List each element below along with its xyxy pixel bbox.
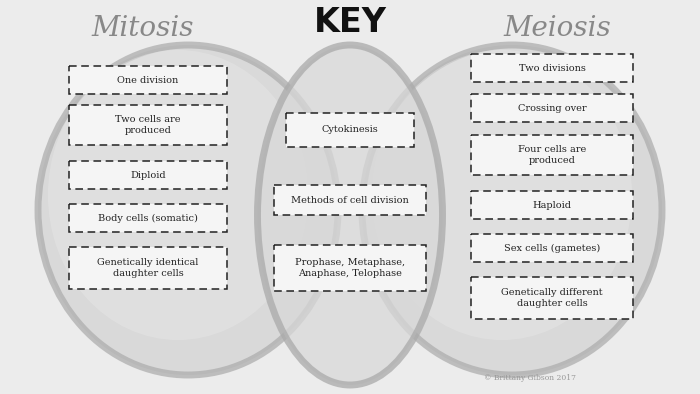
- Text: Genetically different
daughter cells: Genetically different daughter cells: [501, 288, 603, 308]
- FancyBboxPatch shape: [69, 161, 227, 189]
- Text: Mitosis: Mitosis: [92, 15, 195, 41]
- Text: Haploid: Haploid: [533, 201, 571, 210]
- Text: Sex cells (gametes): Sex cells (gametes): [504, 243, 600, 253]
- Ellipse shape: [38, 45, 338, 375]
- FancyBboxPatch shape: [69, 105, 227, 145]
- FancyBboxPatch shape: [471, 234, 633, 262]
- Text: Meiosis: Meiosis: [503, 15, 611, 41]
- Text: Two divisions: Two divisions: [519, 63, 585, 72]
- Ellipse shape: [372, 50, 632, 340]
- Text: Prophase, Metaphase,
Anaphase, Telophase: Prophase, Metaphase, Anaphase, Telophase: [295, 258, 405, 278]
- FancyBboxPatch shape: [471, 94, 633, 122]
- FancyBboxPatch shape: [286, 113, 414, 147]
- FancyBboxPatch shape: [471, 191, 633, 219]
- FancyBboxPatch shape: [69, 247, 227, 289]
- Text: Two cells are
produced: Two cells are produced: [116, 115, 181, 135]
- FancyBboxPatch shape: [69, 66, 227, 94]
- Text: Genetically identical
daughter cells: Genetically identical daughter cells: [97, 258, 199, 278]
- FancyBboxPatch shape: [471, 277, 633, 319]
- Text: Diploid: Diploid: [130, 171, 166, 180]
- Text: © Brittany Gibson 2017: © Brittany Gibson 2017: [484, 374, 576, 382]
- Text: Cytokinesis: Cytokinesis: [321, 126, 379, 134]
- Text: One division: One division: [118, 76, 178, 84]
- FancyBboxPatch shape: [274, 185, 426, 215]
- FancyBboxPatch shape: [69, 204, 227, 232]
- Text: Four cells are
produced: Four cells are produced: [518, 145, 586, 165]
- FancyBboxPatch shape: [471, 54, 633, 82]
- Text: Methods of cell division: Methods of cell division: [291, 195, 409, 204]
- Ellipse shape: [258, 45, 442, 385]
- Ellipse shape: [48, 50, 308, 340]
- Text: Crossing over: Crossing over: [518, 104, 587, 113]
- Text: KEY: KEY: [314, 6, 386, 39]
- Ellipse shape: [362, 45, 662, 375]
- FancyBboxPatch shape: [471, 135, 633, 175]
- Text: Body cells (somatic): Body cells (somatic): [98, 214, 198, 223]
- FancyBboxPatch shape: [274, 245, 426, 291]
